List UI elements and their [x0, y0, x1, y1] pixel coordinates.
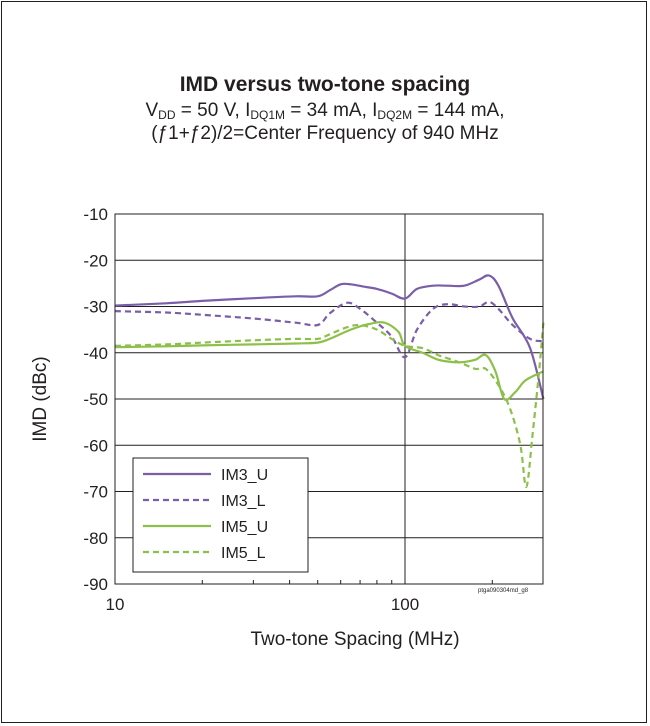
vdd-label: V	[145, 100, 159, 121]
y-tick-label: -20	[83, 251, 108, 270]
x-tick-label: 10	[106, 595, 125, 614]
idq1-value: = 34 mA,	[285, 100, 373, 121]
chart-title: IMD versus two-tone spacing	[179, 73, 471, 96]
chart-subtitle-line-2: (ƒ1+ƒ2)/2=Center Frequency of 940 MHz	[151, 123, 499, 144]
y-tick-label: -80	[83, 529, 108, 548]
series-line-im3-u	[114, 274, 545, 400]
legend-label-im3-u: IM3_U	[221, 467, 268, 484]
chart-axes	[114, 213, 544, 585]
series-line-im3-l	[114, 300, 544, 359]
idq1-label: I	[245, 100, 251, 121]
y-tick-label: -90	[83, 575, 108, 594]
series-line-im5-u	[114, 321, 544, 401]
idq2-value: = 144 mA,	[412, 100, 505, 121]
legend-label-im3-l: IM3_L	[221, 493, 266, 510]
x-axis-label: Two-tone Spacing (MHz)	[250, 629, 459, 650]
chart-legend: IM3_U IM3_L IM5_U IM5_L	[132, 457, 309, 573]
y-tick-label: -60	[83, 436, 108, 455]
idq2-subscript: DQ2M	[377, 108, 413, 122]
legend-box	[132, 457, 309, 573]
y-tick-label: -30	[83, 298, 108, 317]
vdd-value: = 50 V,	[175, 100, 246, 121]
y-tick-label: -50	[83, 390, 108, 409]
idq2-label: I	[372, 100, 378, 121]
legend-label-im5-u: IM5_U	[221, 519, 268, 536]
idq1-subscript: DQ1M	[250, 108, 286, 122]
y-tick-label: -70	[83, 483, 108, 502]
y-tick-label: -40	[83, 344, 108, 363]
chart-subtitle-line-1: VDD = 50 V, IDQ1M = 34 mA, IDQ2M = 144 m…	[0, 100, 650, 122]
plot-border	[114, 213, 544, 585]
watermark-code: ptga090304md_g8	[478, 588, 529, 594]
vdd-subscript: DD	[158, 108, 176, 122]
y-axis-label: IMD (dBc)	[30, 356, 51, 442]
series-line-im5-l	[114, 322, 545, 489]
legend-label-im5-l: IM5_L	[221, 545, 266, 562]
y-tick-label: -10	[83, 205, 108, 224]
x-tick-label: 100	[391, 595, 419, 614]
chart-series	[114, 274, 545, 489]
